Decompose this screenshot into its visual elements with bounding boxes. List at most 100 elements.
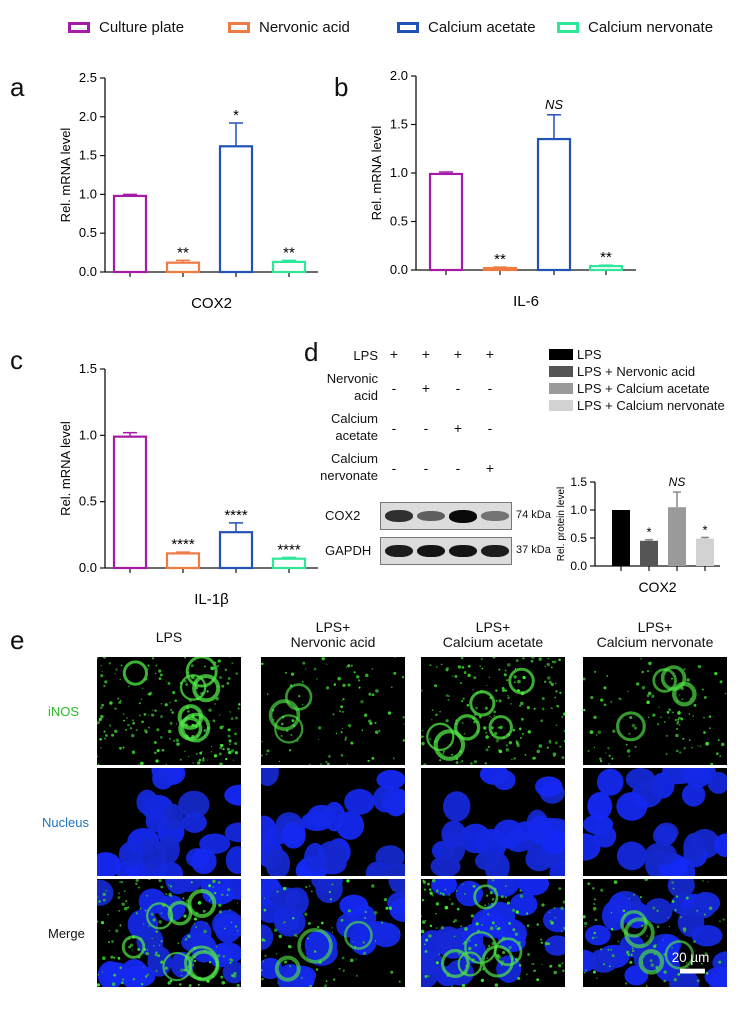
green-speckle bbox=[164, 966, 168, 970]
green-speckle bbox=[442, 750, 445, 753]
green-speckle bbox=[346, 763, 349, 765]
green-speckle bbox=[350, 664, 353, 667]
green-speckle bbox=[103, 730, 106, 733]
green-speckle bbox=[176, 742, 180, 746]
green-speckle bbox=[472, 689, 474, 691]
nucleus-blob bbox=[484, 851, 510, 876]
green-speckle bbox=[317, 925, 320, 929]
green-speckle bbox=[209, 899, 211, 902]
green-speckle bbox=[652, 906, 656, 910]
green-speckle bbox=[378, 729, 381, 732]
green-speckle bbox=[449, 898, 451, 900]
green-speckle bbox=[532, 962, 535, 966]
green-speckle bbox=[172, 691, 176, 695]
green-speckle bbox=[676, 722, 679, 725]
green-speckle bbox=[671, 946, 673, 949]
green-speckle bbox=[563, 740, 565, 743]
green-speckle bbox=[137, 948, 141, 951]
green-speckle bbox=[526, 912, 529, 915]
green-speckle bbox=[167, 884, 169, 886]
green-speckle bbox=[184, 750, 186, 753]
green-speckle bbox=[682, 737, 685, 740]
bar bbox=[218, 531, 254, 570]
green-speckle bbox=[436, 666, 438, 668]
green-speckle bbox=[331, 931, 334, 934]
protein-legend-swatch bbox=[549, 349, 573, 360]
column-header: LPS bbox=[155, 629, 183, 645]
legend-item: Nervonic acid bbox=[228, 16, 350, 38]
green-speckle bbox=[506, 679, 509, 682]
green-speckle bbox=[506, 901, 511, 905]
green-speckle bbox=[262, 960, 265, 963]
green-speckle bbox=[631, 723, 636, 728]
treatment-sign: - bbox=[455, 460, 461, 476]
green-speckle bbox=[308, 885, 311, 887]
green-speckle bbox=[475, 922, 479, 926]
green-speckle bbox=[100, 747, 102, 749]
green-speckle bbox=[460, 761, 462, 763]
green-speckle bbox=[144, 909, 147, 912]
green-speckle bbox=[590, 696, 594, 700]
green-speckle bbox=[457, 665, 462, 669]
green-speckle bbox=[507, 694, 509, 697]
green-speckle bbox=[280, 722, 284, 726]
green-speckle bbox=[206, 759, 209, 761]
treatment-sign: + bbox=[421, 380, 431, 396]
nucleus-blob bbox=[596, 768, 624, 796]
green-speckle bbox=[120, 981, 124, 985]
green-speckle bbox=[491, 921, 495, 925]
green-speckle bbox=[667, 916, 669, 919]
column-header: LPS+ Calcium acetate bbox=[442, 619, 544, 650]
green-speckle bbox=[307, 922, 311, 925]
green-speckle bbox=[154, 751, 157, 755]
green-speckle bbox=[97, 920, 99, 923]
green-speckle bbox=[220, 893, 224, 896]
green-speckle bbox=[425, 938, 429, 942]
green-speckle bbox=[98, 717, 102, 721]
nucleus-blob bbox=[704, 966, 727, 987]
green-speckle bbox=[587, 882, 591, 886]
green-speckle bbox=[120, 664, 123, 667]
green-speckle bbox=[421, 741, 425, 746]
nucleus-blob bbox=[593, 824, 617, 848]
green-speckle bbox=[600, 698, 604, 702]
green-speckle bbox=[460, 657, 464, 660]
green-speckle bbox=[229, 743, 231, 745]
treatment-sign: - bbox=[487, 420, 493, 436]
green-speckle bbox=[641, 670, 644, 674]
green-speckle bbox=[103, 737, 107, 740]
green-speckle bbox=[328, 755, 331, 758]
green-speckle bbox=[192, 762, 195, 764]
green-speckle bbox=[663, 721, 666, 723]
green-speckle bbox=[214, 703, 216, 705]
green-speckle bbox=[290, 734, 293, 736]
green-speckle bbox=[317, 738, 320, 740]
green-speckle bbox=[227, 677, 231, 680]
green-speckle bbox=[486, 957, 489, 960]
green-speckle bbox=[548, 911, 551, 914]
green-speckle bbox=[132, 722, 135, 725]
green-speckle bbox=[557, 963, 562, 968]
green-speckle bbox=[139, 714, 141, 717]
y-axis-label: Rel. mRNA level bbox=[58, 128, 73, 223]
green-speckle bbox=[617, 940, 620, 943]
legend-label: Culture plate bbox=[99, 18, 185, 36]
green-speckle bbox=[613, 880, 618, 884]
green-speckle bbox=[612, 729, 616, 733]
green-speckle bbox=[402, 716, 405, 719]
green-speckle bbox=[278, 934, 283, 939]
y-tick-label: 1.0 bbox=[79, 186, 97, 201]
green-speckle bbox=[544, 941, 549, 946]
green-speckle bbox=[195, 753, 198, 755]
nucleus-blob bbox=[549, 861, 565, 876]
green-speckle bbox=[392, 889, 394, 891]
green-speckle bbox=[158, 920, 162, 924]
green-speckle bbox=[650, 963, 655, 967]
green-speckle bbox=[313, 667, 317, 671]
green-speckle bbox=[687, 966, 689, 969]
green-speckle bbox=[651, 694, 655, 698]
green-cell-ring bbox=[440, 948, 470, 978]
green-speckle bbox=[550, 706, 553, 710]
green-speckle bbox=[135, 728, 138, 732]
nucleus-blob bbox=[136, 789, 158, 815]
